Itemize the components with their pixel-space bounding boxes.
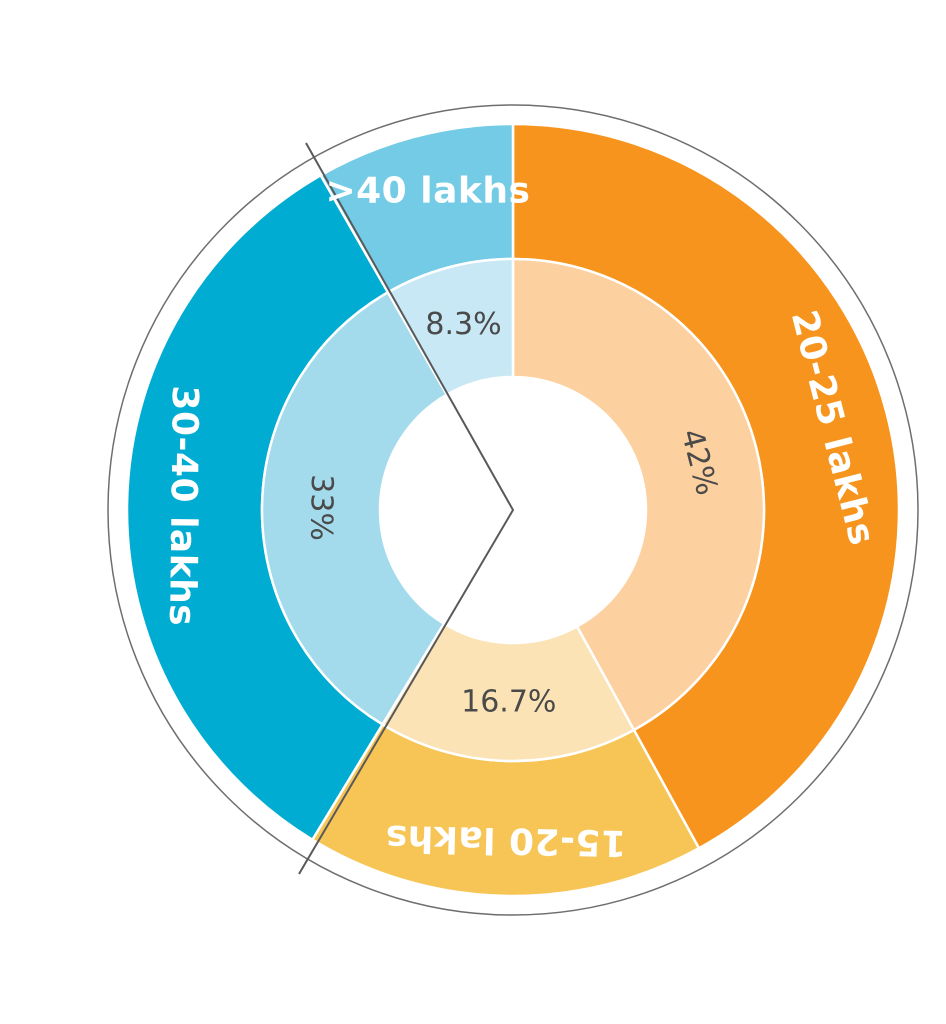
value-label-40-lakhs: 8.3% — [425, 307, 501, 342]
category-label-40-lakhs: >40 lakhs — [325, 171, 530, 212]
outer-border-ring — [107, 104, 919, 916]
value-label-30-40-lakhs: 33% — [303, 474, 339, 541]
outer-ring — [125, 122, 901, 898]
pointer-line — [298, 142, 515, 875]
value-label-15-20-lakhs: 16.7% — [461, 684, 556, 719]
value-labels: 42%16.7%33%8.3% — [303, 307, 724, 719]
category-label-15-20-lakhs: 15-20 lakhs — [385, 817, 627, 863]
category-label-30-40-lakhs: 30-40 lakhs — [161, 385, 205, 626]
